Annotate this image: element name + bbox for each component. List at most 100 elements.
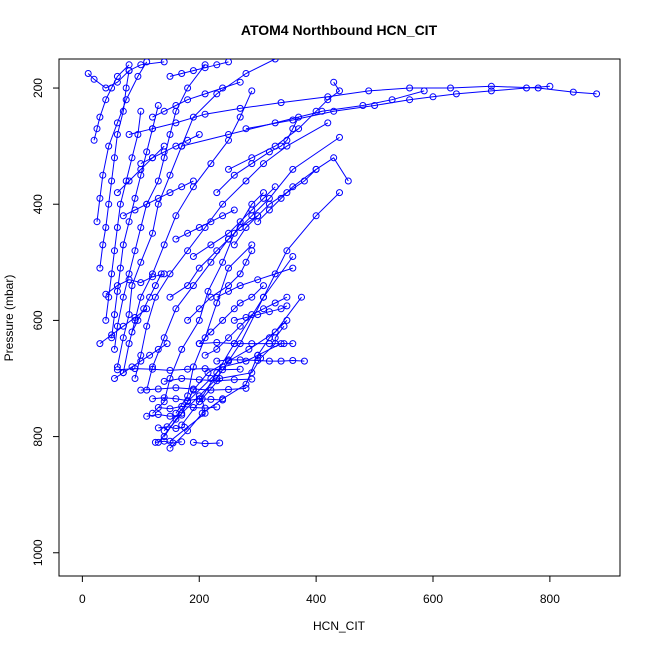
profile-line [157, 256, 294, 443]
data-point [131, 247, 139, 255]
x-tick-label: 600 [423, 592, 443, 606]
data-point [207, 328, 215, 336]
data-point [166, 189, 174, 197]
data-point [271, 119, 279, 127]
data-point [230, 376, 238, 384]
data-point [113, 366, 121, 374]
data-point [207, 241, 215, 249]
data-point [195, 395, 203, 403]
profile-line [117, 145, 165, 193]
data-point [195, 305, 203, 313]
data-point [289, 340, 297, 348]
data-point [189, 177, 197, 185]
profile-line [216, 359, 305, 362]
data-point [283, 293, 291, 301]
data-point [277, 142, 285, 150]
profile-line [96, 61, 148, 222]
data-point [219, 258, 227, 266]
data-point [160, 142, 168, 150]
data-point [119, 322, 127, 330]
data-point [137, 279, 145, 287]
data-point [128, 328, 136, 336]
data-point [172, 102, 180, 109]
profile-line [198, 285, 264, 344]
data-point [184, 316, 192, 324]
data-point [277, 99, 285, 107]
data-point [184, 397, 192, 405]
data-point [166, 405, 174, 413]
data-point [213, 339, 221, 346]
data-point [172, 235, 180, 243]
data-point [146, 351, 154, 359]
data-point [178, 70, 186, 77]
data-point [108, 334, 116, 342]
data-point [125, 177, 133, 185]
data-point [225, 59, 232, 66]
data-point [108, 270, 116, 278]
data-point [160, 270, 168, 278]
data-point [429, 93, 437, 101]
data-point [213, 61, 221, 69]
data-point [254, 276, 262, 284]
data-point [336, 87, 343, 95]
data-point [213, 377, 221, 385]
data-point [242, 125, 250, 133]
data-point [131, 194, 139, 202]
chart-title: ATOM4 Northbound HCN_CIT [241, 22, 438, 38]
data-point [131, 375, 139, 382]
data-point [195, 398, 203, 406]
data-point [184, 229, 192, 237]
data-point [143, 148, 151, 156]
data-point [225, 165, 232, 173]
plot-frame [58, 58, 621, 577]
data-point [172, 212, 180, 220]
data-point [201, 404, 209, 412]
data-point [260, 293, 267, 301]
data-point [289, 183, 297, 191]
data-point [371, 102, 379, 109]
profile-line [181, 90, 425, 147]
data-point [236, 365, 244, 373]
data-point [207, 258, 215, 266]
data-point [242, 258, 250, 266]
data-point [84, 70, 92, 77]
profile-line [140, 134, 200, 165]
data-point [312, 165, 320, 173]
data-point [184, 136, 192, 144]
data-point [245, 345, 253, 353]
data-point [189, 113, 197, 121]
data-point [225, 264, 232, 272]
data-point [344, 177, 352, 185]
profile-line [111, 105, 159, 338]
data-point [172, 119, 180, 127]
data-point [149, 395, 156, 403]
data-point [236, 104, 244, 112]
profile-line [228, 81, 341, 170]
data-point [213, 293, 221, 301]
data-point [166, 375, 174, 382]
data-point [125, 276, 133, 284]
data-point [271, 299, 279, 307]
data-point [151, 438, 159, 446]
data-point [242, 384, 250, 392]
profile-line [155, 440, 182, 444]
data-point [181, 423, 189, 431]
data-point [219, 212, 227, 220]
data-point [295, 113, 303, 121]
data-point [137, 386, 145, 394]
data-point [131, 314, 139, 321]
data-point [113, 131, 121, 138]
data-point [277, 194, 285, 202]
data-point [122, 96, 130, 104]
data-point [154, 385, 162, 393]
profile-line [193, 441, 220, 445]
data-point [160, 334, 168, 342]
data-point [277, 357, 285, 365]
data-point [198, 409, 206, 417]
data-point [254, 357, 262, 364]
data-points [84, 59, 601, 452]
profile-line [152, 397, 223, 402]
data-point [236, 270, 244, 278]
data-point [137, 165, 145, 173]
data-point [128, 363, 136, 371]
